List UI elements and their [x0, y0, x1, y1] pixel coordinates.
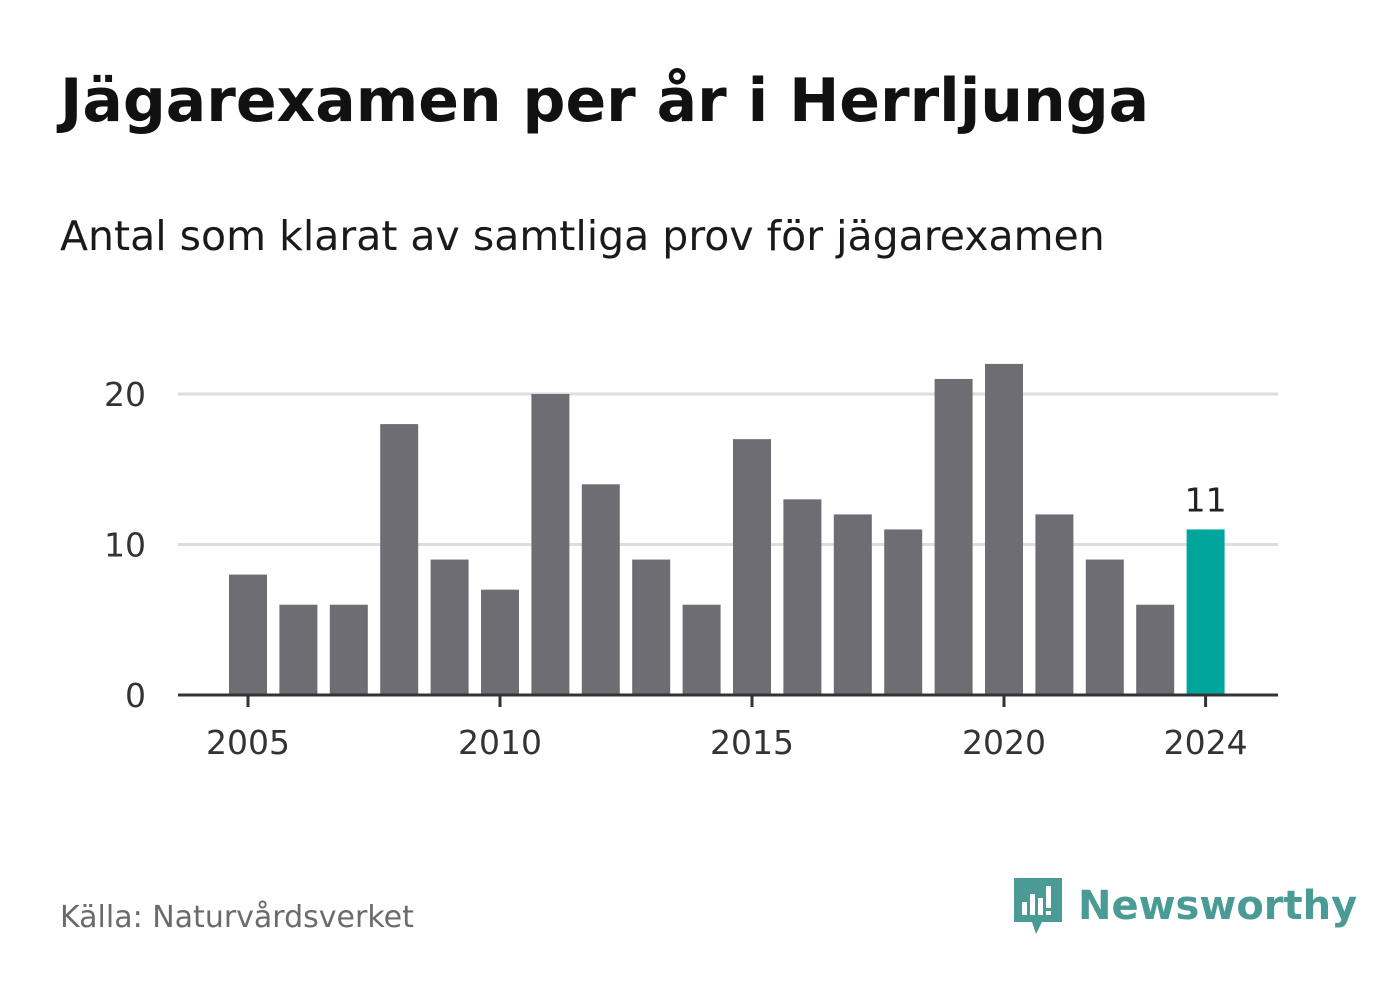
bar-2010: [481, 589, 519, 695]
axes: [178, 693, 1278, 707]
bar-2024: [1186, 529, 1225, 695]
bar-2021: [1035, 514, 1074, 695]
bar-2020: [985, 363, 1023, 695]
bar-2017: [833, 514, 872, 695]
y-tick-label: 10: [104, 526, 146, 565]
bar-2009: [430, 559, 469, 695]
x-tick-label: 2005: [206, 723, 290, 762]
bar-2013: [632, 559, 671, 695]
labels: 0 10 20 11 2005 2010 2015 2020 2024: [104, 375, 1248, 762]
x-tick-label: 2024: [1164, 723, 1248, 762]
bar-2012: [581, 484, 620, 695]
data-label-2024: 11: [1185, 480, 1227, 519]
bar-2006: [279, 604, 318, 695]
bar-2007: [329, 604, 368, 695]
brand-name: Newsworthy: [1078, 883, 1358, 929]
bar-2023: [1136, 604, 1175, 695]
bar-2015: [733, 439, 771, 695]
bar-2008: [380, 424, 419, 695]
bar-2011: [531, 394, 570, 695]
bar-2018: [884, 529, 923, 695]
y-tick-label: 0: [125, 676, 146, 715]
chart-title: Jägarexamen per år i Herrljunga: [60, 66, 1150, 136]
y-tick-label: 20: [104, 375, 146, 414]
bar-2005: [229, 574, 267, 695]
newsworthy-logo-icon: [1014, 878, 1062, 934]
x-tick-label: 2010: [458, 723, 542, 762]
x-tick-label: 2015: [710, 723, 794, 762]
bar-2022: [1085, 559, 1124, 695]
source-note: Källa: Naturvårdsverket: [60, 900, 414, 935]
chart-subtitle: Antal som klarat av samtliga prov för jä…: [60, 212, 1105, 260]
brand: Newsworthy: [1010, 876, 1357, 936]
bar-2019: [934, 378, 973, 695]
bar-2016: [783, 499, 822, 695]
bars: [229, 363, 1225, 695]
bar-2014: [682, 604, 721, 695]
grid-lines: [178, 392, 1278, 546]
x-tick-label: 2020: [962, 723, 1046, 762]
